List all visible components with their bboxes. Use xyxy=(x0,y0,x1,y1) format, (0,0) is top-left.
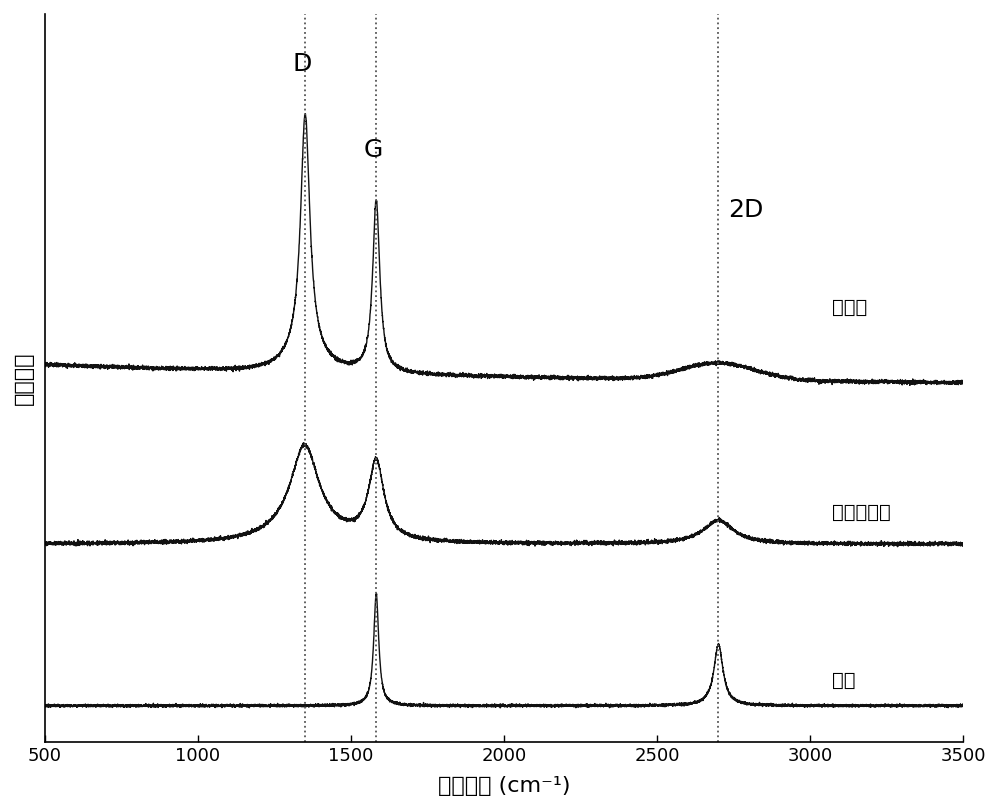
Text: 石墨烯: 石墨烯 xyxy=(832,298,867,318)
Y-axis label: 吸收强度: 吸收强度 xyxy=(14,352,34,405)
Text: 氧化石墨烯: 氧化石墨烯 xyxy=(832,503,890,522)
Text: G: G xyxy=(364,139,383,162)
X-axis label: 拉曼位移 (cm⁻¹): 拉曼位移 (cm⁻¹) xyxy=(438,776,570,796)
Text: 2D: 2D xyxy=(728,198,763,222)
Text: 石墨: 石墨 xyxy=(832,671,855,689)
Text: D: D xyxy=(292,52,312,76)
